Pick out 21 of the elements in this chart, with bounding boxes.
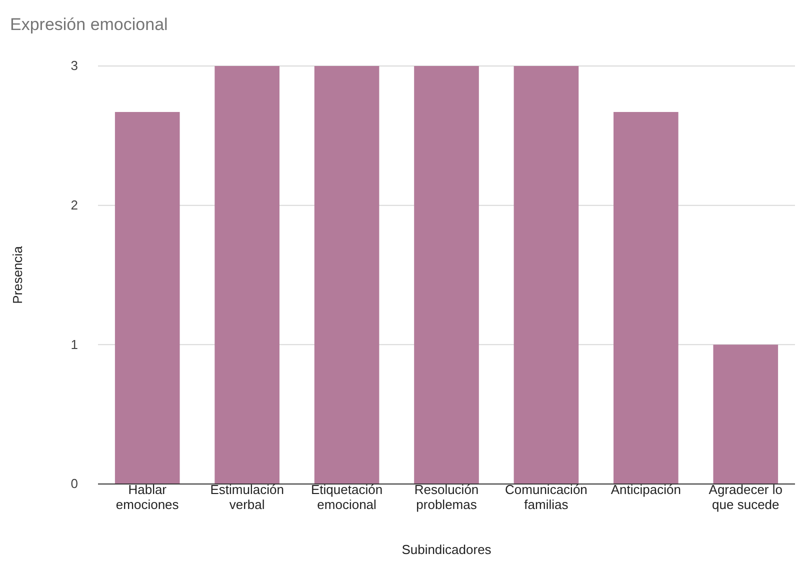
bar [713,344,778,484]
bar [514,66,579,484]
y-tick-label: 2 [70,197,78,212]
x-tick-label: Anticipación [610,482,681,497]
y-axis-title: Presencia [10,245,25,304]
x-tick-label: Comunicación familias [505,482,588,512]
chart-title: Expresión emocional [10,15,168,34]
bar [414,66,479,484]
x-tick-label: Estimulación verbal [210,482,284,512]
y-tick-label: 3 [70,58,78,74]
x-tick-label: Etiquetación emocional [311,482,383,512]
y-tick-label: 0 [70,476,78,492]
bar [214,66,280,484]
bar [614,112,678,484]
y-tick-label: 1 [70,336,78,352]
x-tick-label: Agradecer lo que sucede [708,482,782,512]
x-tick-label: Resolución problemas [414,482,479,512]
bar [314,66,380,484]
bar [114,112,180,484]
x-axis-title: Subindicadores [402,542,492,557]
x-tick-label: Hablar emociones [116,482,180,512]
